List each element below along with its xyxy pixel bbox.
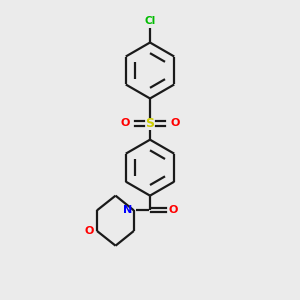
Text: N: N [123,206,132,215]
Text: O: O [84,226,94,236]
Text: O: O [169,206,178,215]
Text: O: O [120,118,129,128]
Text: Cl: Cl [144,16,156,26]
Text: S: S [146,117,154,130]
Text: O: O [171,118,180,128]
